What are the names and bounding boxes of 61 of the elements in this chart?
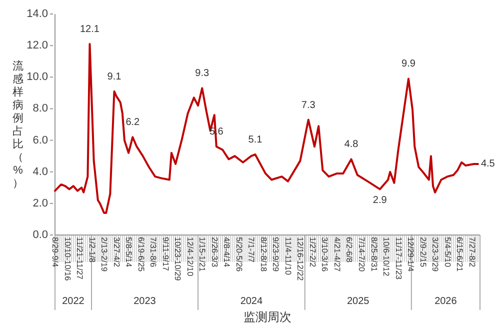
x-tick-label: 12/29-1/4 xyxy=(406,237,416,272)
x-tick-label: 11/4-11/10 xyxy=(283,237,292,276)
x-tick-label: 12/4-12/10 xyxy=(185,237,194,277)
text: 2026 xyxy=(434,296,458,307)
x-tick-label: 2/13-2/19 xyxy=(100,237,109,272)
data-label: 6.2 xyxy=(126,117,140,128)
x-tick-label: 7/1-7/7 xyxy=(246,237,256,263)
data-label: 4.5 xyxy=(480,158,496,170)
x-tick-label: 1/2-1/8 xyxy=(87,237,96,263)
data-label: 7.3 xyxy=(301,100,316,111)
text: 2023 xyxy=(134,296,156,307)
data-label: 9.3 xyxy=(195,68,210,80)
x-tick-label: 7/27-8/2 xyxy=(467,237,476,268)
y-tick-label: 14.0 xyxy=(26,8,48,20)
x-tick-label: 3/10-3/16 xyxy=(320,237,330,272)
x-tick-label: 11/17-11/23 xyxy=(394,237,403,280)
x-tick-label: 9/23-9/29 xyxy=(271,237,280,272)
data-label: 9.9 xyxy=(402,58,416,70)
data-label: 12.1 xyxy=(80,24,100,35)
x-tick-label: 6/19-6/25 xyxy=(136,237,146,272)
data-label: 4.8 xyxy=(344,139,359,150)
x-tick-label: 7/14-7/20 xyxy=(356,237,366,272)
text: 2025 xyxy=(347,296,370,307)
x-tick-label: 4/21-4/27 xyxy=(332,237,342,272)
x-tick-label: 11/21-11/27 xyxy=(75,237,84,280)
data-label: 9.1 xyxy=(107,71,122,82)
x-tick-label: 6/2-6/8 xyxy=(344,237,354,263)
x-tick-label: 12/16-12/22 xyxy=(296,237,305,282)
x-tick-label: 5/20-5/26 xyxy=(234,237,244,272)
x-tick-label: 1/15-1/21 xyxy=(198,237,207,272)
y-tick-label: 0.0 xyxy=(32,229,48,241)
x-tick-label: 5/8-5/14 xyxy=(124,237,134,268)
x-tick-label: 8/29-9/4 xyxy=(50,237,60,268)
y-tick-label: 8.0 xyxy=(32,102,48,115)
x-tick-label: 3/23-3/29 xyxy=(430,237,440,272)
x-tick-label: 8/25-8/31 xyxy=(369,237,378,272)
x-tick-label: 6/15-6/21 xyxy=(455,237,464,272)
y-axis-title: 流感样病例占比（%） xyxy=(12,60,24,190)
x-tick-label: 2/26-3/3 xyxy=(210,237,219,268)
y-tick-label: 4.0 xyxy=(32,166,48,178)
x-tick-label: 8/12-8/18 xyxy=(258,237,268,272)
x-tick-label: 10/10-10/16 xyxy=(62,237,72,282)
x-axis-title: 监测周次 xyxy=(244,310,292,324)
y-tick-label: 12.0 xyxy=(26,40,48,52)
y-tick-label: 2.0 xyxy=(32,197,48,210)
x-tick-label: 7/31-8/6 xyxy=(148,237,158,268)
x-tick-label: 1/27-2/2 xyxy=(308,237,317,268)
text: 2024 xyxy=(240,296,264,307)
x-tick-label: 10/6-10/12 xyxy=(382,237,391,277)
y-tick-label: 6.0 xyxy=(32,134,48,146)
text: 2022 xyxy=(62,296,85,307)
x-tick-label: 9/11-9/17 xyxy=(160,237,170,272)
x-tick-label: 2/9-2/15 xyxy=(418,237,428,268)
line-series xyxy=(54,42,479,214)
x-tick-label: 3/27-4/2 xyxy=(112,237,121,268)
data-label: 5.1 xyxy=(248,134,263,146)
y-tick-label: 10.0 xyxy=(26,71,48,84)
x-tick-label: 10/23-10/29 xyxy=(173,237,182,282)
x-tick-label: 5/4-5/10 xyxy=(442,237,452,268)
data-label: 2.9 xyxy=(372,195,388,206)
x-tick-label: 4/8-4/14 xyxy=(222,237,232,268)
